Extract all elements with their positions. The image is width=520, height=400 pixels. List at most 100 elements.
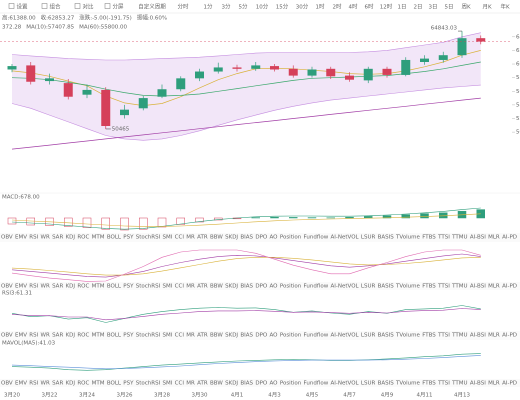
indicator-tab[interactable]: EMV (15, 235, 27, 241)
indicator-tab[interactable]: TTSI (437, 333, 450, 339)
indicator-tab[interactable]: WR (41, 235, 50, 241)
indicator-tab[interactable]: TTMU (451, 284, 467, 290)
indicator-tab[interactable]: StochRSI (136, 284, 161, 290)
indicator-tab[interactable]: EMV (15, 333, 27, 339)
indicator-tab[interactable]: TVolume (395, 284, 420, 290)
indicator-tab[interactable]: SAR (52, 333, 63, 339)
indicator-tab[interactable]: BBW (210, 235, 223, 241)
indicator-tab[interactable]: CCI (175, 381, 185, 387)
toolbar-item[interactable]: 2日 (414, 4, 423, 11)
indicator-tab[interactable]: BIAS (240, 381, 253, 387)
indicator-tab[interactable]: RSI (29, 235, 38, 241)
indicator-tab[interactable]: OBV (1, 235, 13, 241)
indicator-tab[interactable]: KDJ (66, 235, 76, 241)
indicator-tab[interactable]: AI-PD (502, 381, 517, 387)
indicator-tab[interactable]: AI-NetVOL (331, 333, 360, 339)
toolbar-item[interactable]: 组合 (49, 3, 61, 11)
toolbar-item[interactable]: 4时 (349, 3, 358, 11)
indicator-tab[interactable]: DPO (255, 284, 268, 290)
indicator-tab[interactable]: AI-BSI (470, 381, 486, 387)
indicator-tab[interactable]: TTMU (451, 333, 467, 339)
indicator-tab[interactable]: BOLL (107, 381, 122, 387)
indicator-tab[interactable]: PSY (123, 333, 134, 339)
indicator-tab[interactable]: AI-PD (502, 235, 517, 241)
indicator-tab[interactable]: DPO (255, 381, 268, 387)
indicator-tab[interactable]: MTM (92, 333, 105, 339)
indicator-tab[interactable]: StochRSI (136, 235, 161, 241)
indicator-tab[interactable]: MR (186, 235, 195, 241)
indicator-tab[interactable]: ATR (197, 381, 208, 387)
indicator-tab[interactable]: BASIS (378, 284, 395, 290)
indicator-tab[interactable]: BOLL (107, 284, 122, 290)
toolbar-item[interactable]: 6时 (365, 3, 374, 11)
indicator-tab[interactable]: TTMU (451, 235, 467, 241)
indicator-tab[interactable]: FTBS (422, 235, 436, 241)
indicator-tab[interactable]: ATR (197, 333, 208, 339)
toolbar-item[interactable]: 1分 (204, 3, 213, 11)
indicator-tab[interactable]: FTBS (422, 381, 436, 387)
indicator-tab[interactable]: BBW (210, 284, 223, 290)
toolbar-item[interactable]: 分时 (177, 3, 189, 11)
indicator-tab[interactable]: Position (280, 333, 302, 339)
indicator-tab[interactable]: RSI (29, 284, 38, 290)
indicator-tab[interactable]: PSY (123, 284, 134, 290)
indicator-tab[interactable]: SMI (163, 381, 173, 387)
indicator-tab[interactable]: ATR (197, 284, 208, 290)
indicator-tab[interactable]: AO (270, 284, 279, 290)
toolbar-item[interactable]: 1时 (316, 3, 325, 11)
indicator-tab[interactable]: SAR (52, 284, 63, 290)
toolbar-item[interactable]: 15分 (276, 3, 289, 11)
indicator-tab[interactable]: StochRSI (136, 333, 161, 339)
indicator-tab[interactable]: Position (280, 381, 302, 387)
toolbar-item[interactable]: 5日 (445, 4, 454, 11)
indicator-tab[interactable]: AO (270, 235, 279, 241)
indicator-tab[interactable]: SMI (163, 333, 173, 339)
indicator-tab[interactable]: SMI (163, 235, 173, 241)
toolbar-item[interactable]: 5分 (239, 3, 248, 11)
indicator-tab[interactable]: MR (186, 381, 195, 387)
indicator-tab[interactable]: BASIS (378, 235, 395, 241)
indicator-tab[interactable]: RSI (29, 381, 38, 387)
indicator-tab[interactable]: BIAS (240, 284, 253, 290)
toolbar-item[interactable]: 年K (500, 3, 510, 11)
indicator-tab[interactable]: StochRSI (136, 381, 161, 387)
toolbar-item[interactable]: 3日 (429, 4, 438, 11)
toolbar-item[interactable]: 周K (461, 4, 471, 11)
toolbar-item[interactable]: 1日 (398, 4, 407, 11)
indicator-tab[interactable]: SAR (52, 381, 63, 387)
indicator-tab[interactable]: MLR (488, 235, 500, 241)
indicator-tab[interactable]: TVolume (395, 381, 420, 387)
indicator-tab[interactable]: SKDJ (225, 333, 238, 339)
indicator-tab[interactable]: SKDJ (225, 284, 238, 290)
indicator-tab[interactable]: AI-NetVOL (331, 381, 360, 387)
indicator-tab[interactable]: ROC (77, 235, 89, 241)
indicator-tab[interactable]: SKDJ (225, 381, 238, 387)
indicator-tab[interactable]: MTM (92, 284, 105, 290)
indicator-tab[interactable]: CCI (175, 235, 185, 241)
toolbar-item[interactable]: 30分 (296, 3, 309, 11)
indicator-tab[interactable]: Position (280, 235, 302, 241)
indicator-tab[interactable]: PSY (123, 381, 134, 387)
indicator-tab[interactable]: Fundflow (304, 333, 329, 339)
indicator-tab[interactable]: KDJ (66, 381, 76, 387)
indicator-tab[interactable]: TTSI (437, 381, 450, 387)
toolbar-item[interactable]: 12时 (380, 3, 393, 11)
indicator-tab[interactable]: BIAS (240, 333, 253, 339)
indicator-tab[interactable]: MTM (92, 381, 105, 387)
indicator-tab[interactable]: ATR (197, 235, 208, 241)
indicator-tab[interactable]: TTSI (437, 284, 450, 290)
indicator-tab[interactable]: OBV (1, 333, 13, 339)
indicator-tab[interactable]: PSY (123, 235, 134, 241)
indicator-tab[interactable]: WR (41, 333, 50, 339)
indicator-tab[interactable]: TTSI (437, 235, 450, 241)
indicator-tab[interactable]: FTBS (422, 284, 436, 290)
indicator-tab[interactable]: EMV (15, 381, 27, 387)
toolbar-item[interactable]: 对比 (82, 3, 94, 11)
indicator-tab[interactable]: EMV (15, 284, 27, 290)
indicator-tab[interactable]: AI-BSI (470, 235, 486, 241)
indicator-tab[interactable]: BIAS (240, 235, 253, 241)
indicator-tab[interactable]: LSUR (361, 333, 376, 339)
indicator-tab[interactable]: BBW (210, 333, 223, 339)
indicator-tab[interactable]: OBV (1, 284, 13, 290)
indicator-tab[interactable]: LSUR (361, 235, 376, 241)
